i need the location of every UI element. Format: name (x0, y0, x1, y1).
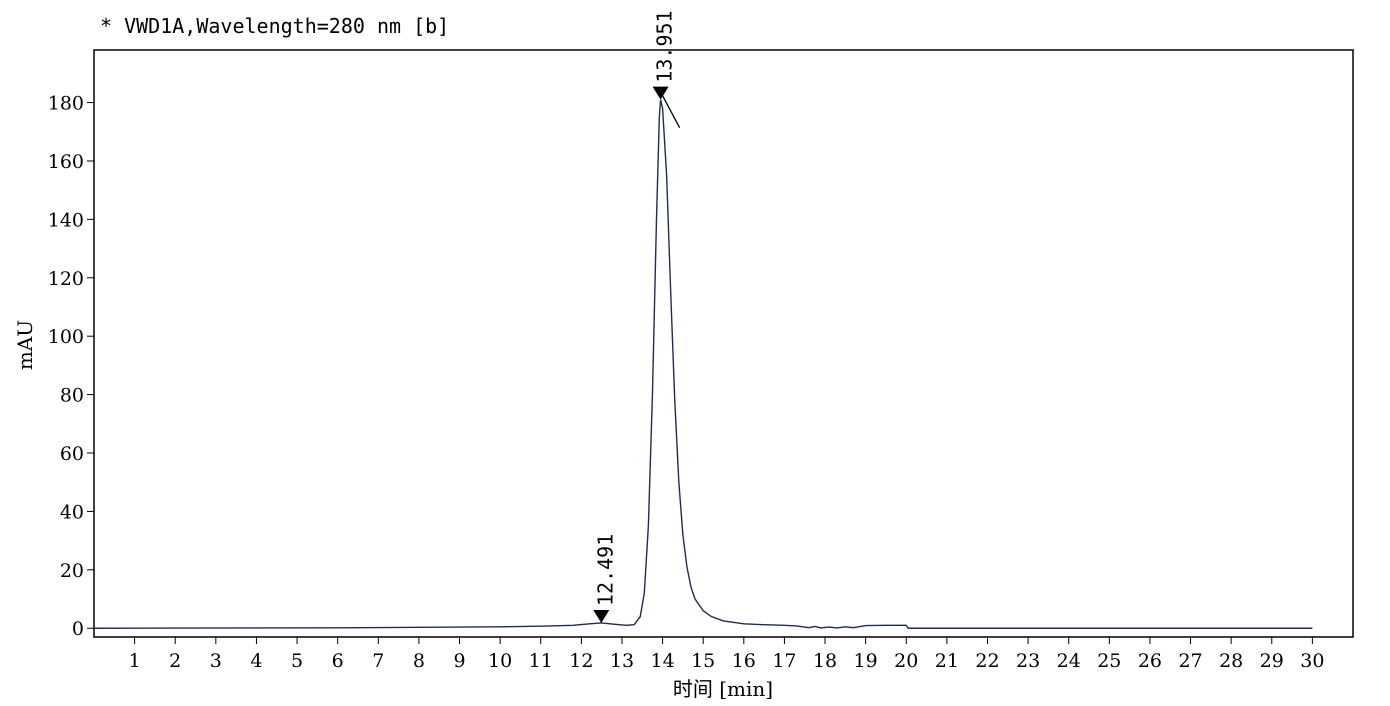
x-tick-label: 24 (1057, 650, 1081, 672)
signal-trace (93, 99, 1313, 629)
x-tick-label: 11 (529, 650, 553, 672)
peak-rt-label: 12.491 (593, 534, 617, 606)
y-tick-label: 0 (72, 618, 84, 640)
y-tick-label: 80 (60, 385, 84, 407)
x-tick-label: 3 (210, 650, 222, 672)
x-tick-label: 7 (372, 650, 384, 672)
y-tick-label: 140 (48, 209, 84, 231)
x-tick-label: 12 (569, 650, 593, 672)
x-tick-label: 16 (732, 650, 756, 672)
x-tick-label: 4 (250, 650, 262, 672)
x-tick-label: 28 (1219, 650, 1243, 672)
x-tick-label: 26 (1138, 650, 1162, 672)
x-axis-ticks: 1 2 3 4 5 6 7 8 9 10 11 12 13 14 15 16 17 18 19 20 21 22 23 24 2… (129, 637, 1324, 672)
x-tick-label: 23 (1016, 650, 1040, 672)
x-tick-label: 30 (1300, 650, 1324, 672)
x-tick-label: 27 (1178, 650, 1202, 672)
peak-tangent-mark (662, 95, 681, 128)
x-tick-label: 1 (129, 650, 141, 672)
x-tick-label: 8 (413, 650, 425, 672)
x-tick-label: 15 (691, 650, 715, 672)
x-tick-label: 18 (813, 650, 837, 672)
x-tick-label: 20 (894, 650, 918, 672)
y-axis-title: mAU (13, 320, 37, 370)
x-tick-label: 6 (332, 650, 344, 672)
x-tick-label: 19 (854, 650, 878, 672)
plot-frame (93, 49, 1354, 638)
x-axis-title: 时间 [min] (673, 677, 773, 701)
peak-marker (593, 609, 610, 623)
chart-title: * VWD1A,Wavelength=280 nm [b] (100, 14, 450, 38)
y-tick-label: 20 (60, 560, 84, 582)
peak-markers: 12.491 13.951 (593, 10, 681, 623)
x-tick-label: 21 (935, 650, 959, 672)
x-tick-label: 5 (291, 650, 303, 672)
y-tick-label: 100 (48, 326, 84, 348)
x-tick-label: 14 (650, 650, 674, 672)
peak-marker (652, 86, 669, 100)
y-tick-label: 40 (60, 501, 84, 523)
y-tick-label: 60 (60, 443, 84, 465)
x-tick-label: 9 (453, 650, 465, 672)
x-tick-label: 22 (975, 650, 999, 672)
peak-rt-label: 13.951 (653, 10, 677, 82)
x-tick-label: 25 (1097, 650, 1121, 672)
y-tick-label: 160 (48, 151, 84, 173)
x-tick-label: 29 (1260, 650, 1284, 672)
x-tick-label: 13 (610, 650, 634, 672)
y-tick-label: 180 (48, 93, 84, 115)
x-tick-label: 10 (488, 650, 512, 672)
y-tick-label: 120 (48, 268, 84, 290)
x-tick-label: 2 (169, 650, 181, 672)
x-tick-label: 17 (772, 650, 796, 672)
y-axis-ticks: 0 20 40 60 80 100 120 140 160 180 (48, 93, 94, 640)
